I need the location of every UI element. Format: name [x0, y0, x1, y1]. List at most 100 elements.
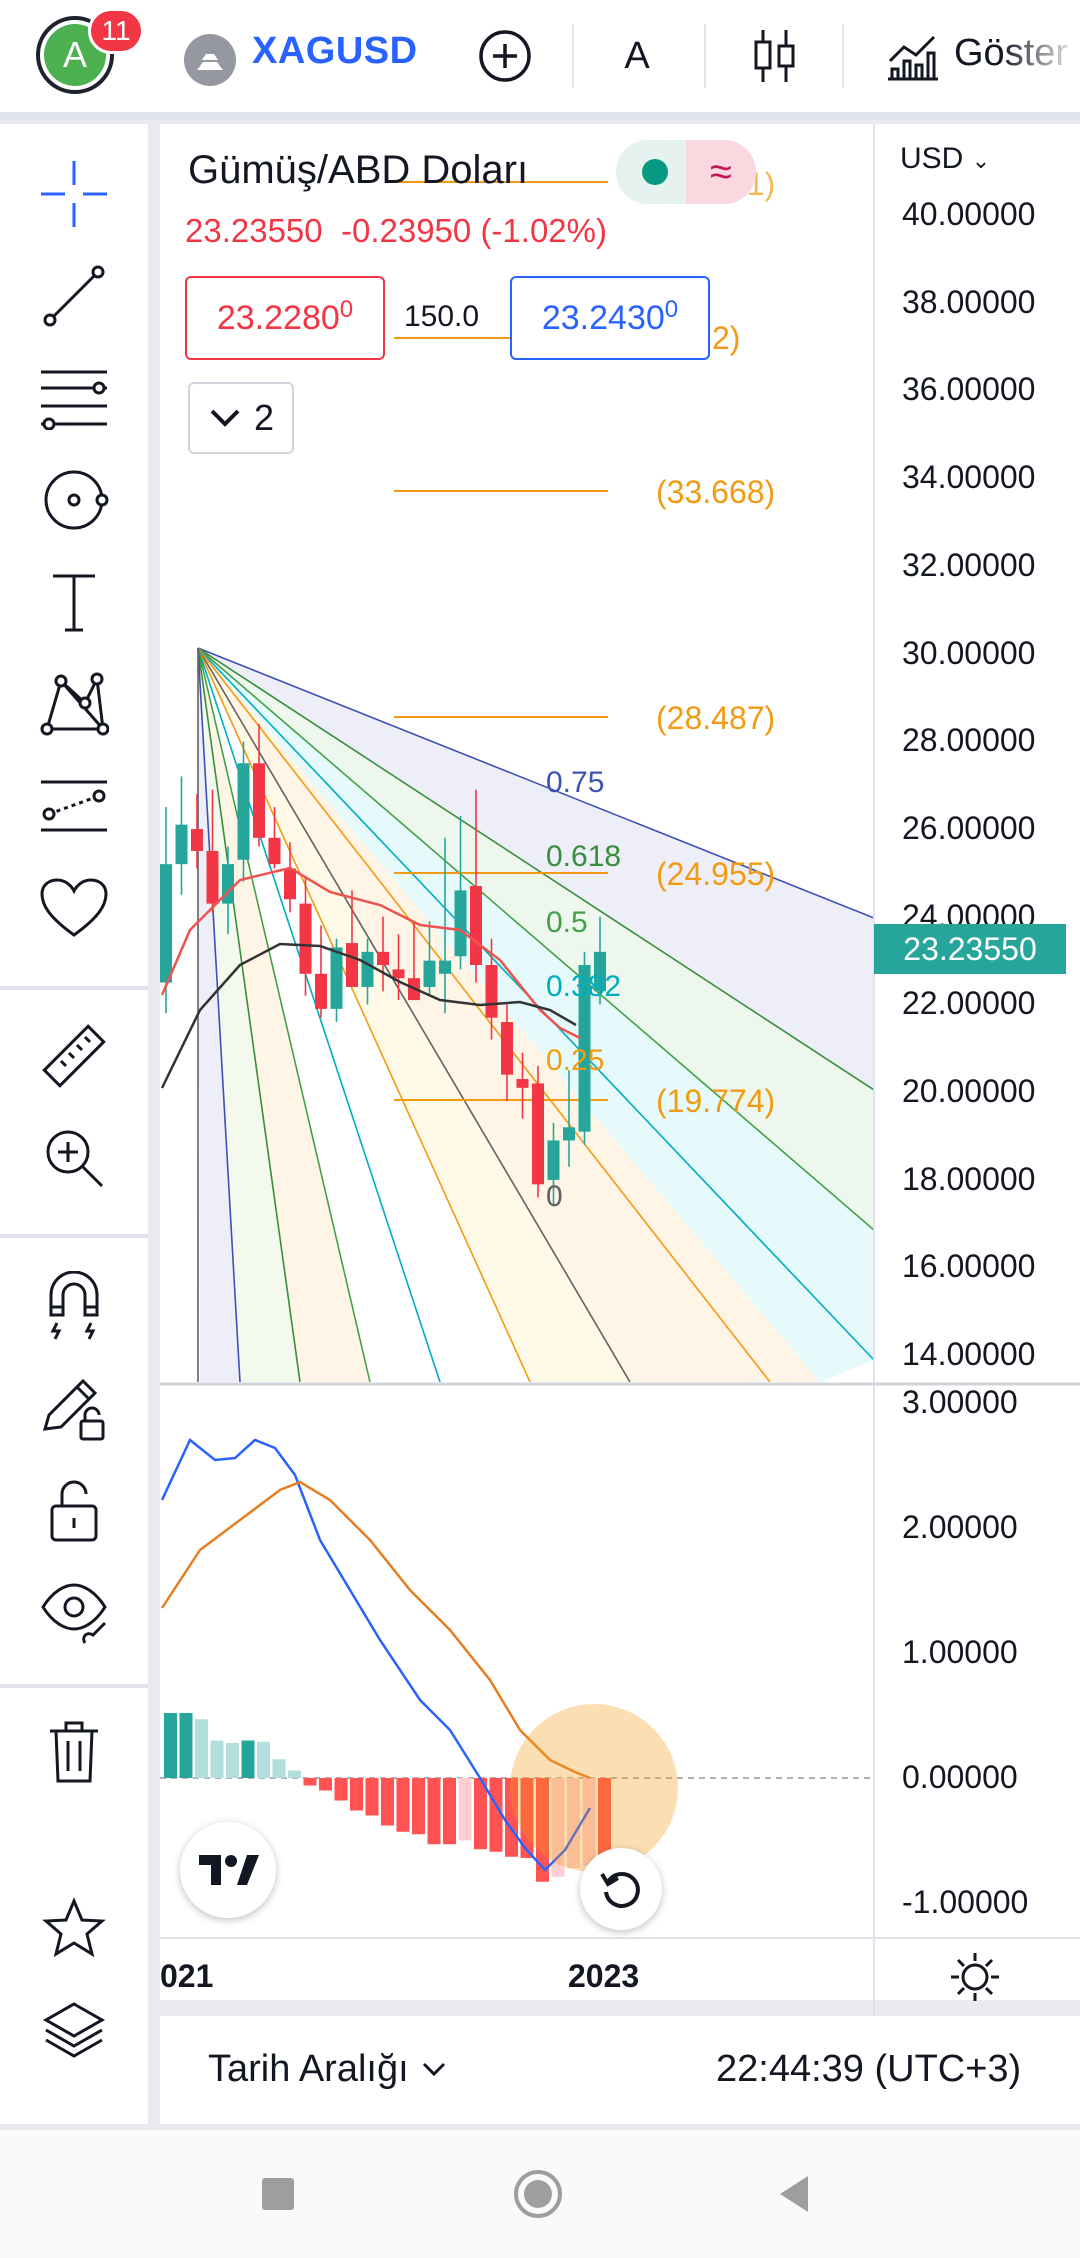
- xabcd-pattern-tool[interactable]: [36, 666, 112, 742]
- home-icon[interactable]: [514, 2170, 562, 2218]
- layers-icon: [42, 2002, 106, 2058]
- indicators-button[interactable]: [878, 20, 948, 92]
- text-t-icon: [53, 574, 95, 632]
- hide-drawings-tool[interactable]: [36, 1574, 112, 1650]
- buy-price: 23.2430: [541, 298, 665, 337]
- fib-label: (28.487): [656, 700, 776, 736]
- forecast-lines-icon: [41, 780, 107, 832]
- oscillator-axis-label: 0.00000: [902, 1759, 1018, 1795]
- patterns-tool[interactable]: [36, 462, 112, 538]
- price-axis-label: 14.00000: [902, 1336, 1036, 1373]
- interval-button[interactable]: A: [624, 34, 650, 77]
- market-status-pill[interactable]: ≈: [616, 140, 756, 204]
- candle-body: [191, 829, 203, 851]
- date-range-button[interactable]: Tarih Aralığı: [208, 2048, 447, 2091]
- plus-circle-icon: [479, 30, 531, 82]
- histogram-bar: [319, 1778, 332, 1791]
- histogram-bar: [288, 1770, 301, 1778]
- back-icon[interactable]: [776, 2174, 812, 2214]
- price-axis-label: 20.00000: [902, 1073, 1036, 1109]
- trend-line-icon: [43, 265, 105, 327]
- fan-line: [197, 647, 874, 1231]
- fib-retracement-tool[interactable]: [36, 360, 112, 436]
- price-axis-label: 28.00000: [902, 722, 1036, 759]
- pencil-lock-icon: [42, 1378, 105, 1441]
- compare-symbol-button[interactable]: [470, 20, 540, 92]
- indicators-collapse-button[interactable]: 2: [188, 382, 294, 454]
- chart-settings-button[interactable]: [948, 1950, 1002, 2009]
- lock-drawings-tool[interactable]: [36, 1370, 112, 1446]
- fib-fan[interactable]: [197, 647, 874, 1382]
- histogram-bar: [396, 1778, 410, 1832]
- histogram-bar: [458, 1778, 472, 1841]
- chevron-down-icon: [422, 2062, 445, 2076]
- candle-body: [160, 864, 172, 983]
- toolbar-divider: [572, 24, 574, 88]
- watchlist-tool[interactable]: [36, 1890, 112, 1966]
- time-axis-label: 2023: [568, 1958, 640, 1994]
- fan-line: [197, 647, 874, 1091]
- price-axis-label: 40.00000: [902, 196, 1036, 232]
- sell-price: 23.2280: [216, 298, 340, 337]
- buy-price-button[interactable]: 23.2430 0: [510, 276, 710, 360]
- clock-timezone[interactable]: 22:44:39 (UTC+3): [716, 2048, 1022, 2090]
- last-price: 23.23550: [185, 212, 323, 249]
- candle-body: [392, 969, 405, 979]
- chart-type-button[interactable]: [740, 20, 810, 92]
- system-nav-bar: [0, 2130, 1080, 2258]
- reset-chart-button[interactable]: [580, 1848, 662, 1930]
- price-axis-label: 38.00000: [902, 283, 1036, 320]
- candle-body: [563, 1127, 575, 1141]
- candle-body: [423, 960, 436, 987]
- star-icon: [42, 1897, 106, 1958]
- object-tree-tool[interactable]: [36, 1992, 112, 2068]
- histogram-bar: [257, 1741, 270, 1778]
- candle-body: [485, 965, 498, 1018]
- user-avatar[interactable]: A: [36, 16, 114, 94]
- histogram-bar: [598, 1778, 611, 1866]
- trash-icon: [50, 1721, 98, 1783]
- silver-bars-icon: [184, 34, 236, 86]
- fan-line: [197, 647, 371, 1382]
- currency-label: USD: [900, 142, 964, 175]
- lock-all-tool[interactable]: [36, 1472, 112, 1548]
- trend-line-tool[interactable]: [36, 258, 112, 334]
- ruler-icon: [42, 1024, 106, 1088]
- fan-label: 0.75: [546, 766, 605, 799]
- moving-average-black: [160, 942, 577, 1089]
- avatar-letter: A: [44, 24, 106, 86]
- toolbar-divider: [0, 1684, 148, 1688]
- candle-body: [175, 824, 188, 865]
- price-axis-label: 32.00000: [902, 546, 1036, 583]
- histogram-bar: [536, 1778, 549, 1882]
- signal-line: [160, 1480, 591, 1780]
- price-axis-label: 34.00000: [902, 459, 1036, 496]
- price-change: -0.23950: [340, 212, 472, 249]
- recents-icon[interactable]: [262, 2178, 294, 2210]
- measure-tool[interactable]: [36, 1018, 112, 1094]
- currency-selector[interactable]: USD ⌄: [900, 142, 990, 176]
- magnet-tool[interactable]: [36, 1268, 112, 1344]
- unlock-icon: [50, 1480, 98, 1542]
- tradingview-logo[interactable]: [180, 1822, 276, 1918]
- zoom-tool[interactable]: [36, 1120, 112, 1196]
- tv-logo-icon: [199, 1855, 259, 1885]
- crosshair-tool[interactable]: [36, 156, 112, 232]
- fan-label: 0.618: [546, 840, 622, 873]
- histogram-bar: [412, 1778, 425, 1835]
- price-axis-label: 22.00000: [902, 985, 1036, 1022]
- rotate-left-icon: [600, 1871, 640, 1908]
- histogram-bar: [567, 1778, 580, 1868]
- favorites-tool[interactable]: [36, 870, 112, 946]
- indicator-count: 2: [253, 397, 275, 438]
- wave-icon: ≈: [686, 140, 756, 204]
- symbol-selector[interactable]: XAGUSD: [252, 30, 418, 72]
- remove-drawings-tool[interactable]: [36, 1714, 112, 1790]
- candle-body: [578, 965, 591, 1132]
- sun-settings-icon: [951, 1953, 999, 2001]
- text-tool[interactable]: [36, 564, 112, 640]
- sell-price-button[interactable]: 23.2280 0: [185, 276, 385, 360]
- forecast-tool[interactable]: [36, 768, 112, 844]
- eye-brush-icon: [41, 1583, 107, 1644]
